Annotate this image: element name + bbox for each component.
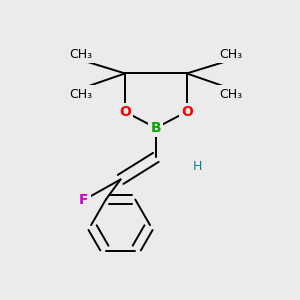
Text: CH₃: CH₃ [69, 48, 92, 61]
Text: O: O [181, 105, 193, 119]
Text: CH₃: CH₃ [219, 88, 242, 100]
Text: CH₃: CH₃ [219, 48, 242, 61]
Text: O: O [119, 105, 131, 119]
Text: F: F [79, 193, 88, 207]
Text: B: B [151, 121, 161, 135]
Text: H: H [193, 160, 202, 173]
Text: CH₃: CH₃ [69, 88, 92, 100]
